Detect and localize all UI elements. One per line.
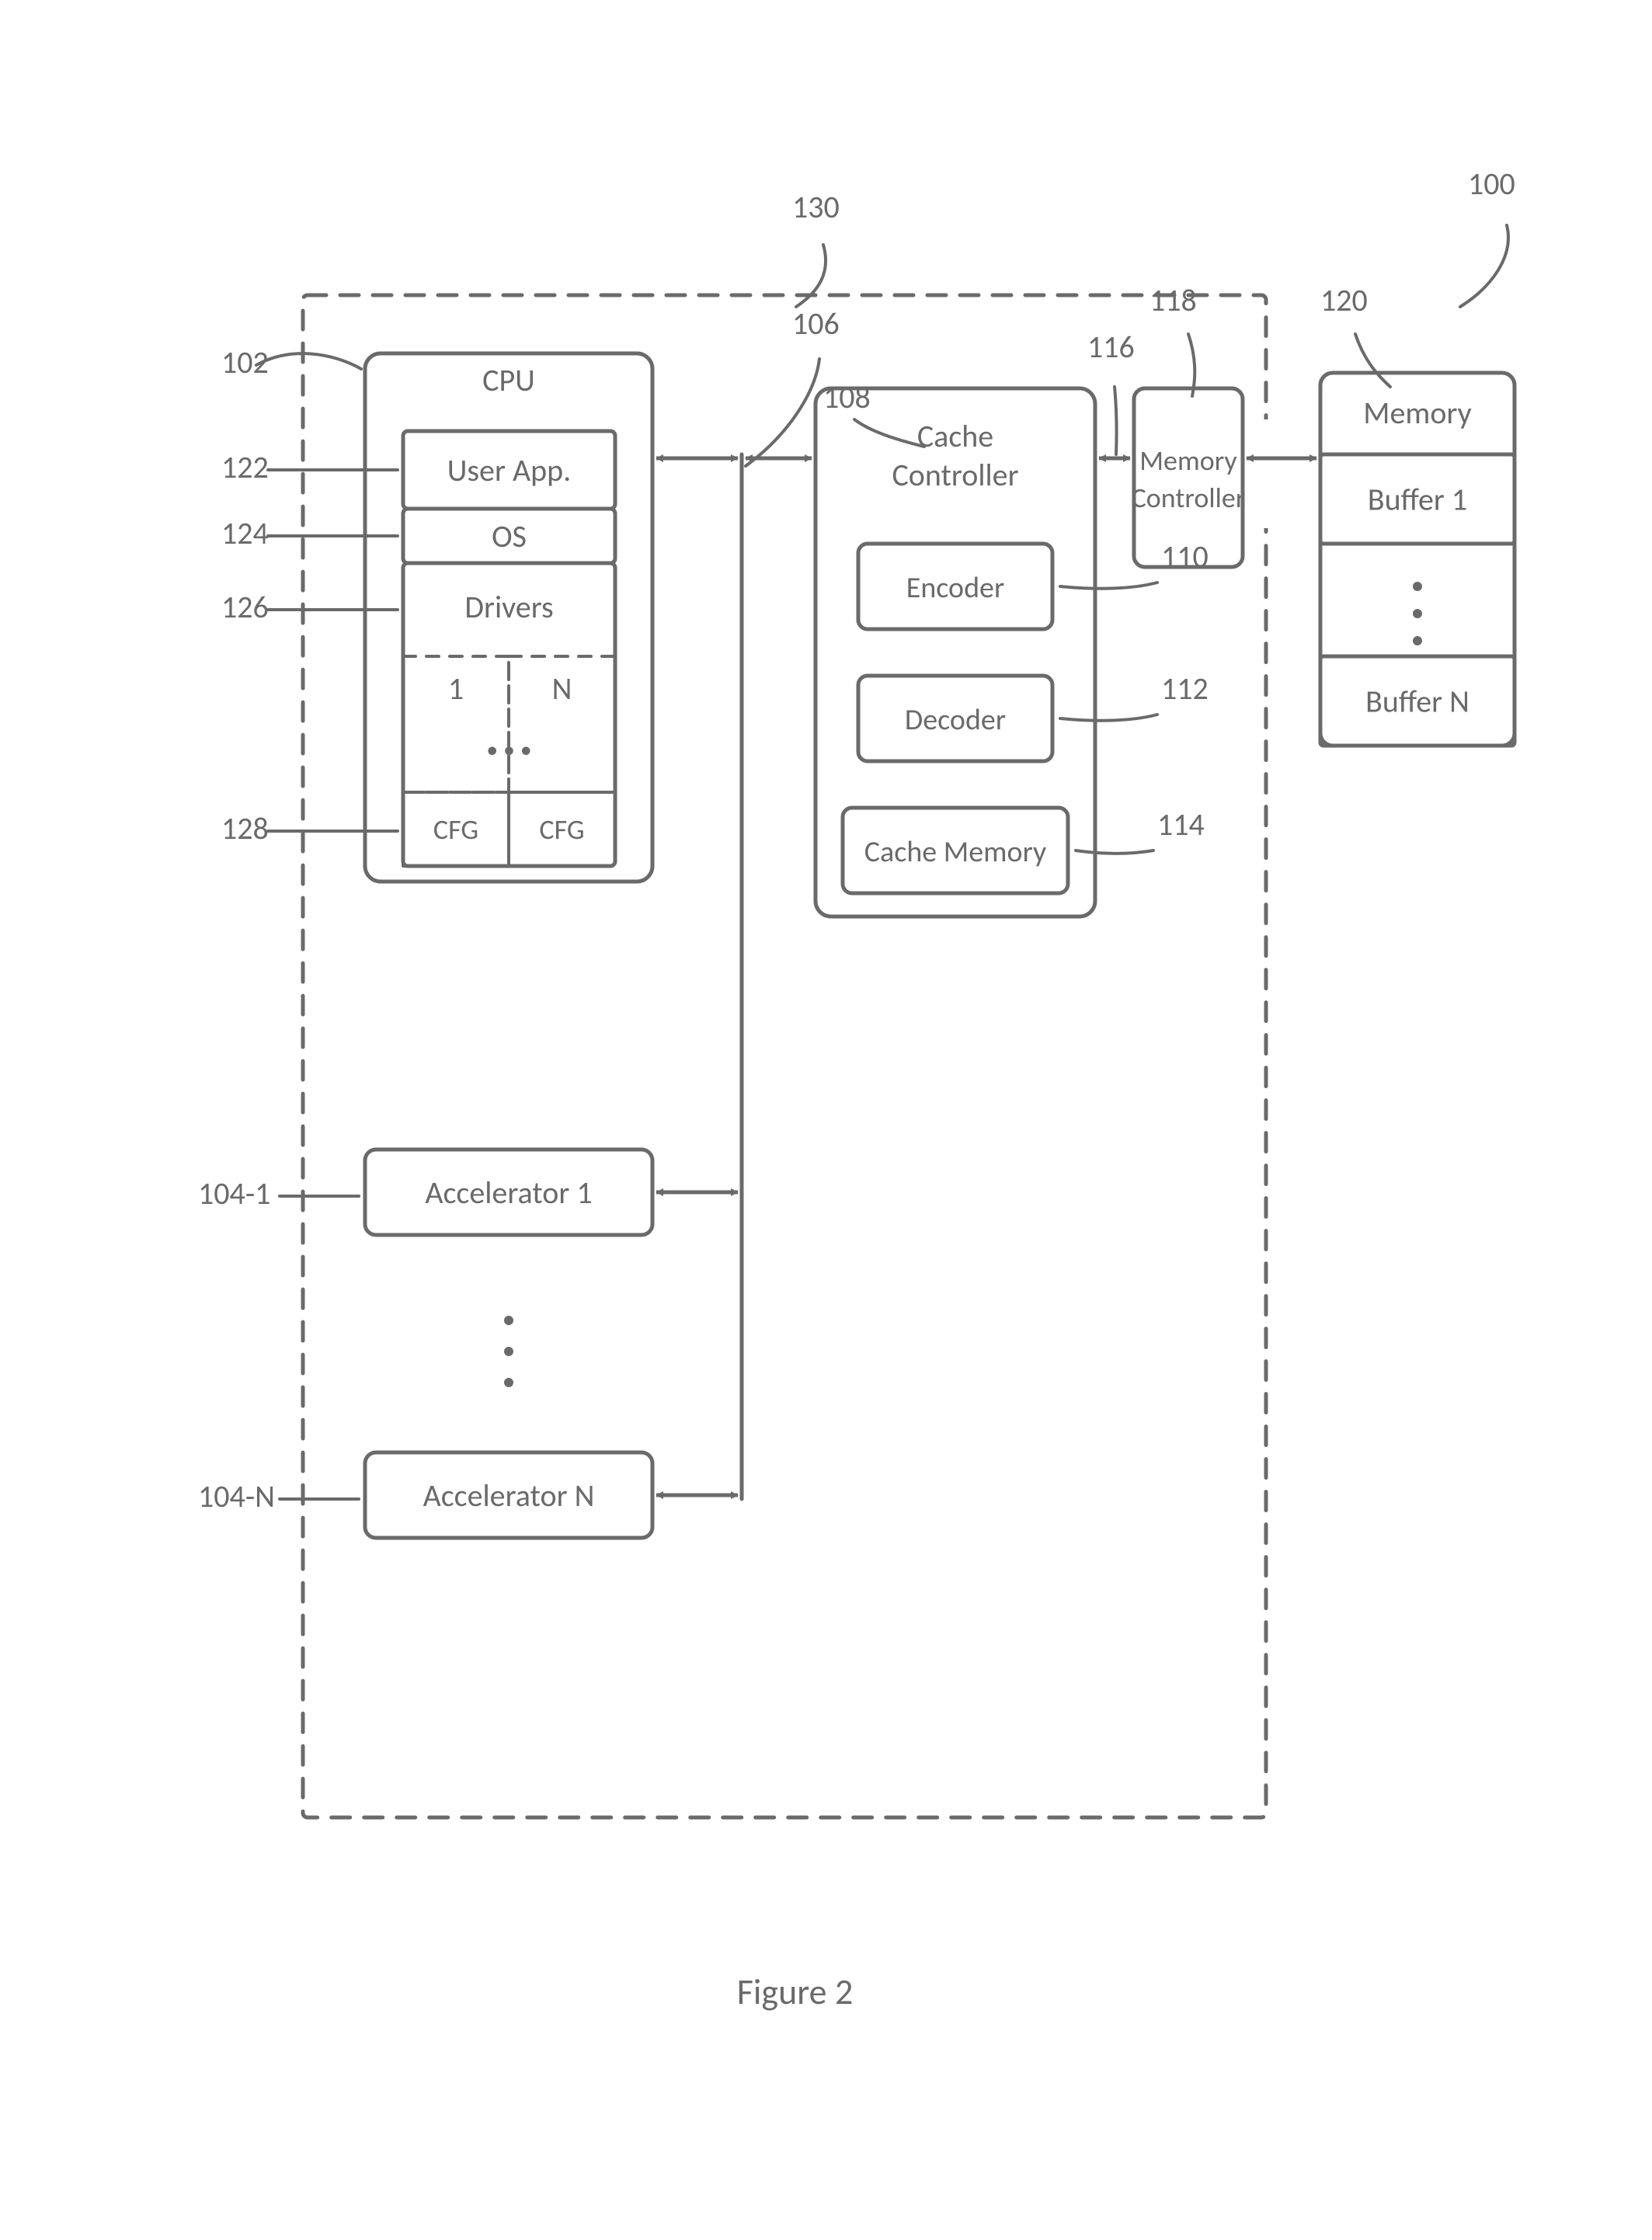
refnum: 106 [792,304,840,343]
drivers-ellipsis: • • • [486,736,531,764]
refnum: 104-1 [198,1174,270,1212]
drvN-label: N [552,670,572,708]
drv1-label: 1 [448,670,464,708]
refnum: 128 [221,809,269,847]
refnum: 100 [1468,165,1515,203]
memory-label: Memory [1363,394,1471,432]
cfgN-label: CFG [539,812,584,847]
decoder-label: Decoder [905,702,1006,738]
refnum: 114 [1157,805,1205,843]
cache-label-2: Controller [892,456,1018,494]
drivers-label: Drivers [464,588,553,626]
os-label: OS [492,517,527,555]
refnum: 120 [1320,281,1368,319]
cpu-label: CPU [482,361,535,399]
memctrl-label-2: Controller [1132,481,1246,515]
cachemem-label: Cache Memory [864,834,1046,870]
cfg1-label: CFG [433,812,478,847]
refnum: 126 [221,588,269,626]
refnum: 130 [792,188,840,226]
refnum: 110 [1161,537,1209,576]
refnum: 122 [221,448,269,486]
figure-caption: Figure 2 [737,1970,854,2014]
buf1-label: Buffer 1 [1368,481,1467,519]
refnum: 118 [1149,281,1197,319]
memctrl-label-1: Memory [1139,443,1237,478]
refnum: 116 [1087,328,1135,366]
user_app-label: User App. [447,451,571,489]
bufN-label: Buffer N [1365,683,1469,721]
refnum: 112 [1161,670,1209,708]
accel1-label: Accelerator 1 [425,1174,592,1212]
refnum: 104-N [198,1477,275,1515]
refnum: 124 [221,514,269,552]
accelN-label: Accelerator N [423,1477,595,1515]
cache-label-1: Cache [917,417,993,455]
refnum: 108 [823,378,871,416]
encoder-label: Encoder [906,570,1004,606]
